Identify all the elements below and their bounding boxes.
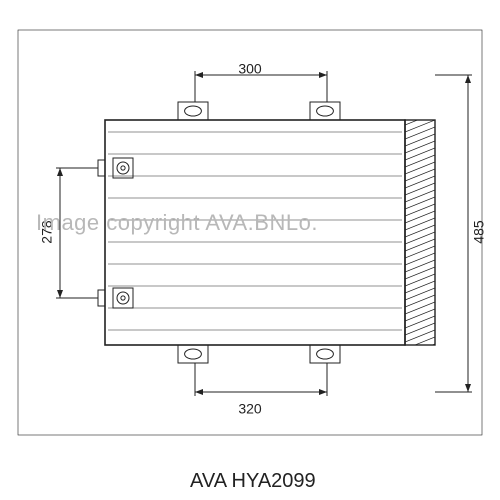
svg-text:278: 278 — [39, 220, 55, 244]
svg-text:485: 485 — [471, 220, 487, 244]
product-code: HYA2099 — [232, 470, 316, 492]
svg-text:300: 300 — [238, 61, 262, 77]
brand-text: AVA — [190, 470, 226, 492]
svg-text:320: 320 — [238, 401, 262, 417]
technical-drawing: 300 320 278 485 — [0, 0, 500, 500]
product-label: AVA HYA2099 — [190, 470, 316, 493]
